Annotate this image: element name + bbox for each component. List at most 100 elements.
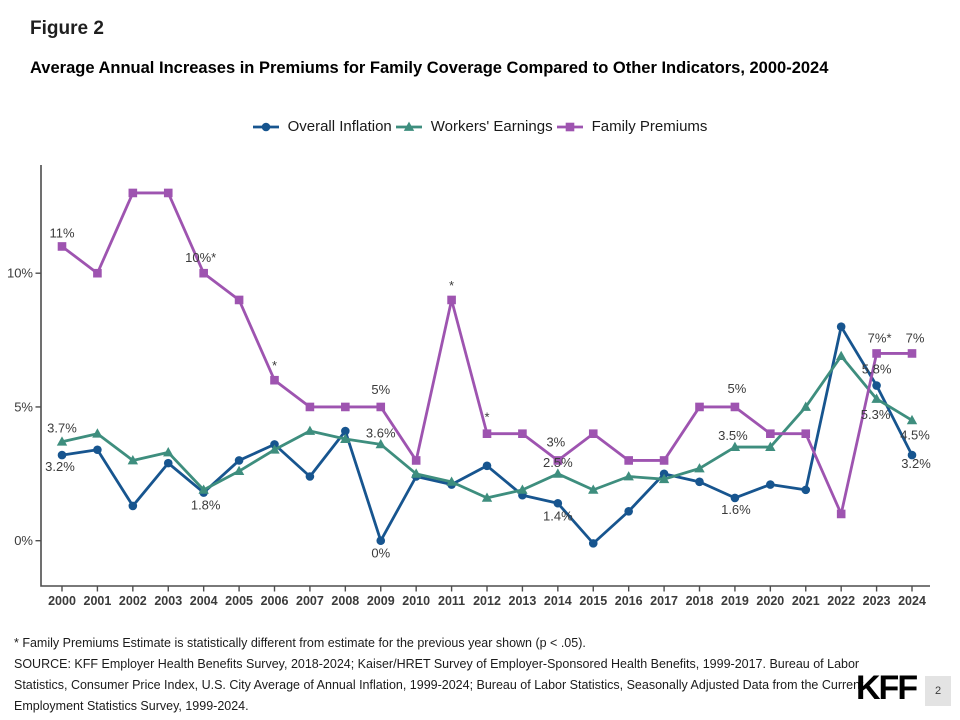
data-label: 5%	[371, 382, 390, 397]
x-tick-label: 2013	[509, 594, 537, 608]
kff-logo: KFF	[856, 669, 918, 707]
series-family-premiums-point-2009	[376, 402, 386, 412]
y-tick-label: 0%	[14, 533, 33, 548]
data-label: 5.8%	[862, 362, 892, 377]
series-family-premiums-point-2004	[199, 268, 208, 278]
series-overall-inflation-point-2009	[376, 536, 386, 545]
legend-label: Family Premiums	[591, 118, 708, 135]
page-number-badge: 2	[925, 676, 951, 706]
data-label: 3.5%	[718, 428, 748, 443]
series-overall-inflation-point-2001	[93, 445, 102, 455]
series-workers-earnings-point-2009	[375, 439, 386, 449]
series-overall-inflation-point-2021	[801, 485, 811, 495]
legend-item-workers-earnings: Workers' Earnings	[395, 118, 553, 135]
x-tick-label: 2022	[827, 594, 855, 608]
data-label: 3%	[546, 434, 565, 449]
x-tick-label: 2010	[402, 594, 430, 608]
data-label: 3.7%	[47, 421, 77, 436]
data-label: 5.3%	[861, 407, 891, 422]
line-chart: 0% 5% 10% 2000 2001 2002 2003 2004 2005 2006 2007 2…	[0, 160, 960, 620]
series-family-premiums-point-2000	[57, 242, 67, 251]
series-workers-earnings-point-2004	[198, 484, 209, 494]
legend-item-family-premiums: Family Premiums	[556, 118, 708, 135]
legend-label: Workers' Earnings	[430, 118, 553, 135]
series-family-premiums-point-2005	[234, 295, 244, 305]
x-tick-label: 2018	[686, 594, 714, 608]
series-workers-earnings-point-2012	[481, 492, 493, 502]
series-family-premiums-point-2019	[730, 402, 740, 412]
x-tick-label: 2015	[579, 594, 607, 608]
series-workers-earnings-point-2003	[163, 447, 174, 457]
series-workers-earnings-point-2001	[92, 428, 103, 438]
series-overall-inflation-point-2002	[128, 501, 138, 511]
x-tick-label: 2007	[296, 594, 324, 608]
series-workers-earnings-line	[60, 354, 914, 500]
x-tick-label: 2001	[84, 594, 112, 608]
series-workers-earnings-point-2015	[588, 484, 599, 494]
axes	[40, 165, 930, 587]
legend-item-overall-inflation: Overall Inflation	[252, 118, 392, 135]
x-tick-label: 2019	[721, 594, 749, 608]
series-workers-earnings-point-2014	[552, 468, 564, 478]
x-tick-label: 2012	[473, 594, 501, 608]
data-label: 7%	[906, 330, 925, 345]
data-label: *	[484, 410, 489, 425]
x-tick-label: 2004	[190, 594, 218, 608]
x-tick-label: 2003	[154, 594, 182, 608]
y-tick-label: 10%	[7, 266, 33, 281]
series-overall-inflation-point-2014	[553, 498, 563, 508]
series-workers-earnings-point-2010	[410, 468, 422, 478]
series-family-premiums-point-2024	[907, 349, 917, 358]
data-label: 3.6%	[366, 425, 396, 440]
series-family-premiums-point-2003	[163, 188, 173, 198]
footnote-asterisk: * Family Premiums Estimate is statistica…	[14, 636, 586, 650]
data-label: 10%*	[185, 250, 216, 265]
series-family-premiums-point-2017	[659, 456, 669, 465]
source-text: SOURCE: KFF Employer Health Benefits Sur…	[14, 657, 864, 713]
series-workers-earnings-point-2013	[517, 484, 528, 494]
legend-label: Overall Inflation	[287, 118, 392, 135]
legend-square-icon	[556, 122, 583, 131]
series-family-premiums-point-2006	[270, 375, 279, 385]
series-workers-earnings-point-2008	[340, 433, 351, 443]
y-tick-label: 5%	[14, 399, 33, 414]
data-label: 3.2%	[45, 459, 75, 474]
data-label: 4.5%	[900, 427, 930, 442]
series-family-premiums-point-2023	[872, 349, 881, 358]
series-workers-earnings-point-2022	[835, 350, 847, 361]
series-overall-inflation-point-2000	[57, 450, 67, 460]
series-family-premiums-point-2007	[305, 402, 315, 412]
series-workers-earnings-point-2007	[304, 425, 316, 435]
series-family-premiums-point-2021	[801, 429, 811, 438]
series-workers-earnings-point-2019	[729, 441, 741, 451]
x-tick-label: 2008	[331, 594, 359, 608]
data-label: 1.4%	[543, 508, 573, 523]
x-tick-label: 2000	[48, 594, 76, 608]
chart-title: Average Annual Increases in Premiums for…	[30, 59, 829, 77]
series-overall-inflation-point-2015	[588, 539, 598, 548]
series-family-premiums-point-2001	[93, 268, 102, 278]
legend-triangle-icon	[395, 121, 422, 131]
data-label: 11%	[49, 225, 74, 240]
series-workers-earnings-point-2020	[765, 441, 776, 451]
footnote-block: * Family Premiums Estimate is statistica…	[14, 633, 882, 717]
series-overall-inflation-point-2019	[730, 493, 740, 503]
data-label: 5%	[728, 381, 747, 396]
series-overall-inflation-point-2016	[624, 506, 633, 516]
x-tick-label: 2017	[650, 594, 678, 608]
series-family-premiums-point-2013	[518, 429, 527, 438]
series-workers-earnings-point-2016	[623, 471, 634, 481]
legend-marker	[261, 122, 270, 131]
data-label: *	[449, 278, 454, 293]
page-number: 2	[934, 685, 942, 697]
series-overall-inflation-point-2012	[482, 461, 492, 471]
series-overall-inflation-point-2024	[907, 450, 917, 460]
series-family-premiums-point-2020	[766, 429, 775, 438]
x-tick-label: 2016	[615, 594, 643, 608]
x-tick-label: 2005	[225, 594, 253, 608]
x-tick-label: 2021	[792, 594, 820, 608]
series-family-premiums-point-2002	[128, 188, 138, 198]
series-family-premiums-point-2016	[624, 456, 633, 465]
series-overall-inflation-point-2020	[766, 480, 775, 489]
